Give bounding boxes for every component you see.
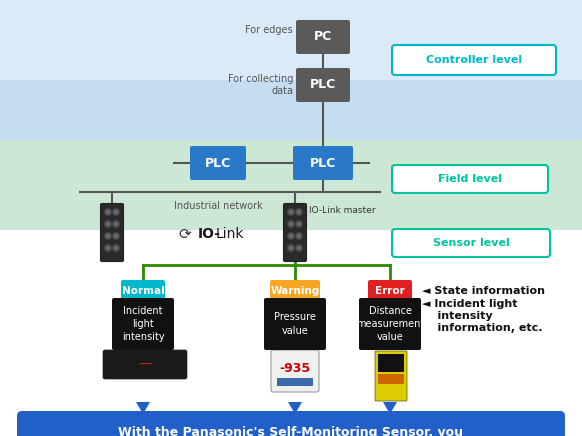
Text: ━━━: ━━━ <box>139 361 151 367</box>
Circle shape <box>296 232 303 239</box>
FancyBboxPatch shape <box>392 165 548 193</box>
Circle shape <box>297 246 301 250</box>
FancyBboxPatch shape <box>392 229 550 257</box>
Text: For edges: For edges <box>246 25 293 35</box>
Polygon shape <box>383 402 397 414</box>
Polygon shape <box>288 402 302 414</box>
Text: ◄ State information: ◄ State information <box>422 286 545 296</box>
Bar <box>277 378 313 386</box>
Text: PLC: PLC <box>205 157 231 170</box>
Circle shape <box>296 245 303 252</box>
Circle shape <box>296 208 303 215</box>
Circle shape <box>106 210 110 214</box>
FancyBboxPatch shape <box>112 298 174 350</box>
Circle shape <box>288 221 294 228</box>
Circle shape <box>106 234 110 238</box>
Text: For collecting
data: For collecting data <box>228 74 293 96</box>
Circle shape <box>297 222 301 226</box>
Circle shape <box>105 221 112 228</box>
FancyBboxPatch shape <box>270 280 320 301</box>
Circle shape <box>112 232 119 239</box>
Text: PLC: PLC <box>310 157 336 170</box>
FancyBboxPatch shape <box>271 350 319 392</box>
Text: With the Panasonic's Self-Monitoring Sensor, you: With the Panasonic's Self-Monitoring Sen… <box>119 426 463 436</box>
FancyBboxPatch shape <box>17 411 565 436</box>
Circle shape <box>114 234 118 238</box>
Circle shape <box>288 208 294 215</box>
Circle shape <box>114 246 118 250</box>
Text: Error: Error <box>375 286 405 296</box>
Bar <box>0 200 582 436</box>
Circle shape <box>105 208 112 215</box>
Text: IO-: IO- <box>198 227 221 241</box>
FancyBboxPatch shape <box>103 350 187 379</box>
Text: Distance
measurement
value: Distance measurement value <box>356 306 424 342</box>
FancyBboxPatch shape <box>264 298 326 350</box>
Text: Controller level: Controller level <box>426 55 522 65</box>
Text: Pressure
value: Pressure value <box>274 313 316 336</box>
Text: Normal: Normal <box>122 286 164 296</box>
Polygon shape <box>136 402 150 414</box>
FancyBboxPatch shape <box>283 204 307 262</box>
Circle shape <box>114 222 118 226</box>
Bar <box>0 0 582 80</box>
Bar <box>0 140 582 230</box>
FancyBboxPatch shape <box>359 298 421 350</box>
Circle shape <box>296 221 303 228</box>
Circle shape <box>105 245 112 252</box>
Circle shape <box>297 210 301 214</box>
Bar <box>0 0 582 175</box>
Circle shape <box>289 210 293 214</box>
Text: Industrial network: Industrial network <box>173 201 262 211</box>
FancyBboxPatch shape <box>121 280 165 301</box>
FancyBboxPatch shape <box>392 45 556 75</box>
Text: Field level: Field level <box>438 174 502 184</box>
Circle shape <box>114 210 118 214</box>
FancyBboxPatch shape <box>101 204 123 262</box>
Text: ⟳: ⟳ <box>179 226 191 242</box>
FancyBboxPatch shape <box>190 146 246 180</box>
Circle shape <box>288 245 294 252</box>
Text: Link: Link <box>216 227 244 241</box>
Text: PLC: PLC <box>310 78 336 92</box>
Circle shape <box>289 246 293 250</box>
Circle shape <box>289 234 293 238</box>
FancyBboxPatch shape <box>296 20 350 54</box>
Circle shape <box>297 234 301 238</box>
Circle shape <box>106 246 110 250</box>
Text: IO-Link master: IO-Link master <box>309 205 375 215</box>
Circle shape <box>288 232 294 239</box>
FancyBboxPatch shape <box>368 280 412 301</box>
FancyBboxPatch shape <box>296 68 350 102</box>
Circle shape <box>112 221 119 228</box>
Text: Warning: Warning <box>271 286 320 296</box>
Text: PC: PC <box>314 31 332 44</box>
Circle shape <box>105 232 112 239</box>
Text: Incident
light
intensity: Incident light intensity <box>122 306 164 342</box>
Circle shape <box>106 222 110 226</box>
Bar <box>378 374 404 384</box>
Text: -935: -935 <box>279 361 311 375</box>
Circle shape <box>112 208 119 215</box>
FancyBboxPatch shape <box>375 351 407 401</box>
Circle shape <box>289 222 293 226</box>
FancyBboxPatch shape <box>293 146 353 180</box>
Circle shape <box>112 245 119 252</box>
Text: ◄ Incident light
    intensity
    information, etc.: ◄ Incident light intensity information, … <box>422 300 542 333</box>
Bar <box>378 354 404 372</box>
Text: Sensor level: Sensor level <box>432 238 509 248</box>
